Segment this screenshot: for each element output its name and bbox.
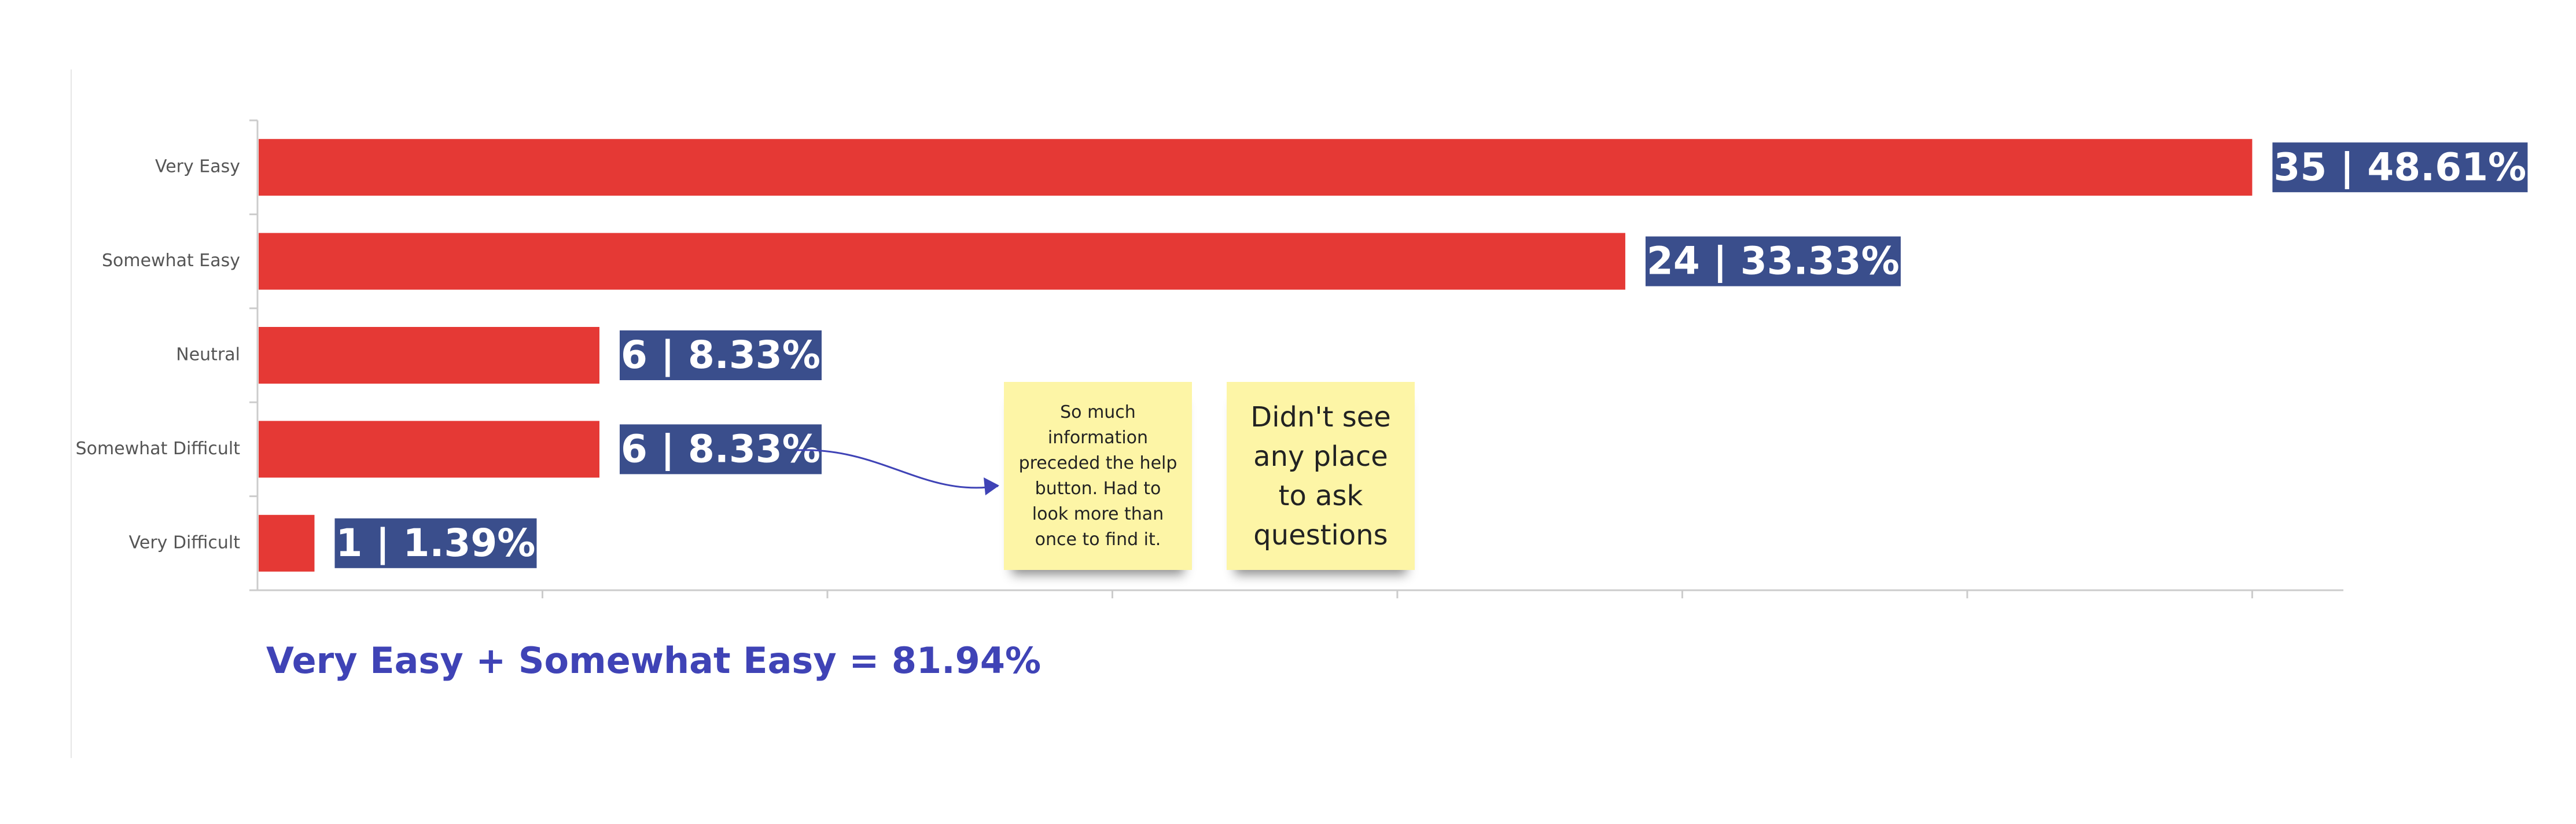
category-label: Somewhat Easy (102, 251, 240, 271)
chart-axes (249, 119, 2343, 598)
note-line: once to find it. (1035, 529, 1161, 550)
data-label: 35 | 48.61% (2272, 142, 2528, 193)
arrow-head (984, 477, 999, 495)
data-label-text: 6 | 8.33% (621, 426, 820, 472)
note-line: questions (1253, 518, 1388, 551)
category-label: Neutral (176, 345, 240, 365)
bar (259, 514, 315, 572)
bar (259, 327, 599, 384)
note-line: look more than (1032, 503, 1164, 524)
data-label-box (1645, 236, 1901, 286)
category-label: Very Difficult (129, 532, 241, 553)
sticky-note-ask-questions: Didn't see any place to ask questions (1227, 382, 1415, 570)
sticky-note-text: Didn't see any place to ask questions (1250, 398, 1391, 555)
bar (259, 421, 599, 478)
note-line: button. Had to (1035, 478, 1161, 499)
data-label-text: 24 | 33.33% (1647, 239, 1900, 284)
callout-arrow (795, 449, 999, 495)
data-label-box (619, 424, 822, 474)
note-line: information (1047, 427, 1149, 448)
bar (259, 139, 2253, 196)
sticky-note-help-button: So much information preceded the help bu… (1004, 382, 1192, 570)
summary-text: Very Easy + Somewhat Easy = 81.94% (266, 639, 1042, 682)
data-label-text: 1 | 1.39% (336, 521, 535, 566)
category-label: Very Easy (155, 157, 240, 177)
note-line: preceded the help (1018, 453, 1177, 473)
data-label-text: 35 | 48.61% (2273, 145, 2526, 190)
arrow-path (795, 449, 999, 489)
note-line: So much (1060, 402, 1136, 422)
data-label-box (2272, 142, 2528, 193)
note-line: any place (1253, 440, 1388, 473)
category-label: Somewhat Difficult (76, 439, 241, 459)
data-label-text: 6 | 8.33% (621, 333, 820, 378)
data-label-box (619, 330, 822, 380)
bar-group (259, 139, 2253, 572)
note-line: to ask (1278, 479, 1363, 512)
page-divider (71, 69, 72, 758)
data-label: 6 | 8.33% (619, 424, 822, 474)
category-labels: Very Easy Somewhat Easy Neutral Somewhat Di… (76, 157, 241, 553)
data-label-box (334, 518, 537, 568)
data-label: 1 | 1.39% (334, 518, 537, 568)
data-label: 24 | 33.33% (1645, 236, 1901, 286)
sticky-note-text: So much information preceded the help bu… (1019, 400, 1177, 553)
bar (259, 233, 1625, 290)
data-label: 6 | 8.33% (619, 330, 822, 380)
note-line: Didn't see (1250, 400, 1391, 433)
data-labels: 35 | 48.61% 24 | 33.33% 6 | 8.33% 6 | 8.33%… (334, 142, 2528, 568)
